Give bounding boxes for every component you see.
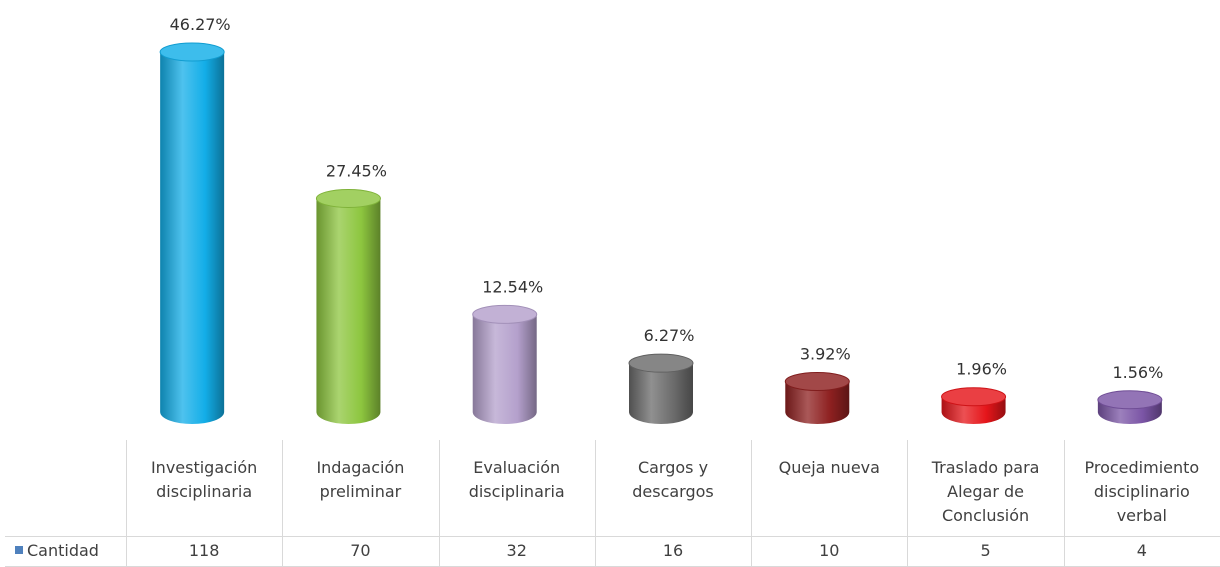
value-cell: 16 [663,541,683,560]
bar [472,304,538,425]
bar-body [629,363,693,424]
bar [159,42,225,425]
chart-data-labels: 46.27% 27.45% 12.54% 6.27% 3.92% 1.96% 1.56% [170,15,1164,382]
data-label: 3.92% [800,344,851,363]
category-label: Cargos y descargos [632,458,714,501]
data-label: 46.27% [170,15,231,34]
bar-top [941,387,1007,407]
bar-body [785,381,850,425]
chart-bars [159,42,1163,425]
bar-body [316,198,381,425]
value-cell: 10 [819,541,839,560]
legend-key [15,546,23,554]
bar-top [159,42,225,62]
bar [628,353,694,424]
value-cell: 5 [980,541,990,560]
bar [315,188,381,425]
value-cell: 118 [189,541,220,560]
data-label: 1.56% [1112,363,1163,382]
bar-top [628,353,694,373]
bar [784,371,850,425]
bar-body [472,314,537,425]
bar [1097,390,1163,425]
data-table: Investigación disciplinaria Indagación prel… [5,440,1220,567]
value-cell: 4 [1137,541,1147,560]
data-label: 27.45% [326,161,387,180]
bar-top [784,371,850,391]
category-label: Queja nueva [779,458,880,477]
value-cell: 70 [350,541,370,560]
value-cell: 32 [507,541,527,560]
series-name: Cantidad [27,541,99,560]
category-label: Investigación disciplinaria [151,458,257,501]
bar [941,387,1007,425]
category-label: Indagación preliminar [316,458,404,501]
category-label: Procedimiento disciplinario verbal [1085,458,1200,525]
data-label: 1.96% [956,360,1007,379]
data-label: 12.54% [482,277,543,296]
bar-top [1097,390,1163,410]
bar-top [472,304,538,324]
category-label: Evaluación disciplinaria [469,458,565,501]
bar-top [315,188,381,208]
category-label: Traslado para Alegar de Conclusión [931,458,1040,525]
data-label: 6.27% [644,326,695,345]
bar-body [160,52,225,425]
